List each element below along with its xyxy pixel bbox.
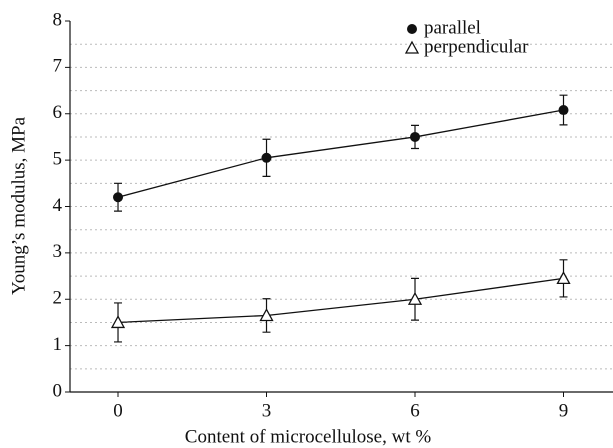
- fit-line: [117, 109, 564, 198]
- y-tick-label: 1: [53, 334, 63, 355]
- legend-label: perpendicular: [424, 36, 529, 57]
- data-point: [410, 131, 421, 142]
- y-tick-label: 2: [53, 288, 63, 309]
- y-tick-label: 5: [53, 148, 63, 169]
- x-tick-label: 0: [113, 400, 123, 421]
- y-tick-label: 6: [53, 102, 63, 123]
- legend-label: parallel: [424, 17, 481, 38]
- x-tick-label: 3: [262, 400, 272, 421]
- y-tick-label: 0: [53, 380, 63, 401]
- legend-marker: [407, 24, 417, 34]
- y-tick-label: 7: [53, 56, 63, 77]
- legend-marker: [404, 40, 420, 54]
- data-point: [407, 291, 423, 305]
- x-tick-label: 9: [559, 400, 569, 421]
- x-tick-label: 6: [410, 400, 420, 421]
- data-point: [556, 271, 571, 285]
- y-tick-label: 4: [53, 195, 63, 216]
- x-axis-label: Content of microcellulose, wt %: [185, 426, 432, 447]
- data-point: [113, 192, 124, 203]
- y-tick-label: 8: [53, 9, 63, 30]
- fit-line: [117, 277, 564, 324]
- y-tick-label: 3: [53, 241, 63, 262]
- data-point: [259, 308, 274, 322]
- y-axis-label: Young’s modulus, MPa: [8, 116, 29, 295]
- data-point: [110, 315, 126, 329]
- data-point: [558, 105, 569, 116]
- data-point: [261, 152, 272, 163]
